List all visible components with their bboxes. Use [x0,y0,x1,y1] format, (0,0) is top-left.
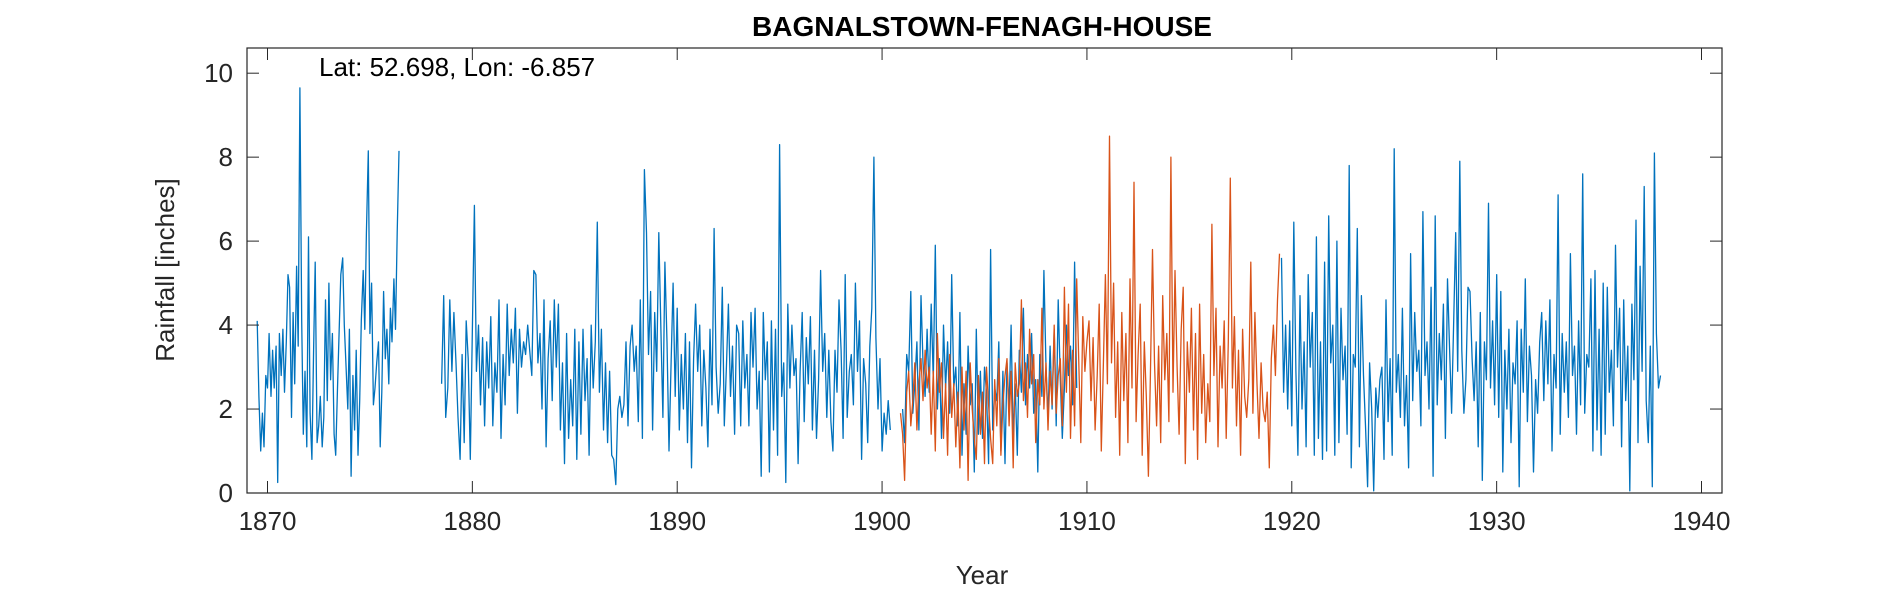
y-tick-label-0: 0 [219,478,233,508]
series-0-line-segment-0 [256,87,400,484]
series-1-line-segment-0 [899,135,1281,482]
x-tick-label-1910: 1910 [1058,506,1116,536]
x-tick-label-1900: 1900 [853,506,911,536]
series-layer [256,87,1662,492]
y-tick-label-6: 6 [219,226,233,256]
x-axis-label: Year [956,560,1009,590]
x-tick-label-1930: 1930 [1468,506,1526,536]
y-tick-label-8: 8 [219,142,233,172]
y-tick-label-10: 10 [204,58,233,88]
series-0-line-segment-2 [901,244,1078,473]
series-0-line-segment-3 [1280,148,1662,492]
annotation-lat-lon: Lat: 52.698, Lon: -6.857 [319,52,595,82]
plot-frame [246,47,1723,494]
chart-title: BAGNALSTOWN-FENAGH-HOUSE [752,11,1212,42]
x-tick-label-1890: 1890 [648,506,706,536]
y-tick-label-2: 2 [219,394,233,424]
x-tick-label-1940: 1940 [1673,506,1731,536]
y-axis: 0 2 4 6 8 10 [204,58,1722,508]
x-tick-label-1880: 1880 [443,506,501,536]
x-tick-label-1920: 1920 [1263,506,1321,536]
x-axis: 1870 1880 1890 1900 1910 1920 1930 1940 [239,48,1731,536]
series-0-line-segment-1 [440,143,891,486]
y-axis-label: Rainfall [inches] [150,178,180,362]
x-tick-label-1870: 1870 [239,506,297,536]
y-tick-label-4: 4 [219,310,233,340]
